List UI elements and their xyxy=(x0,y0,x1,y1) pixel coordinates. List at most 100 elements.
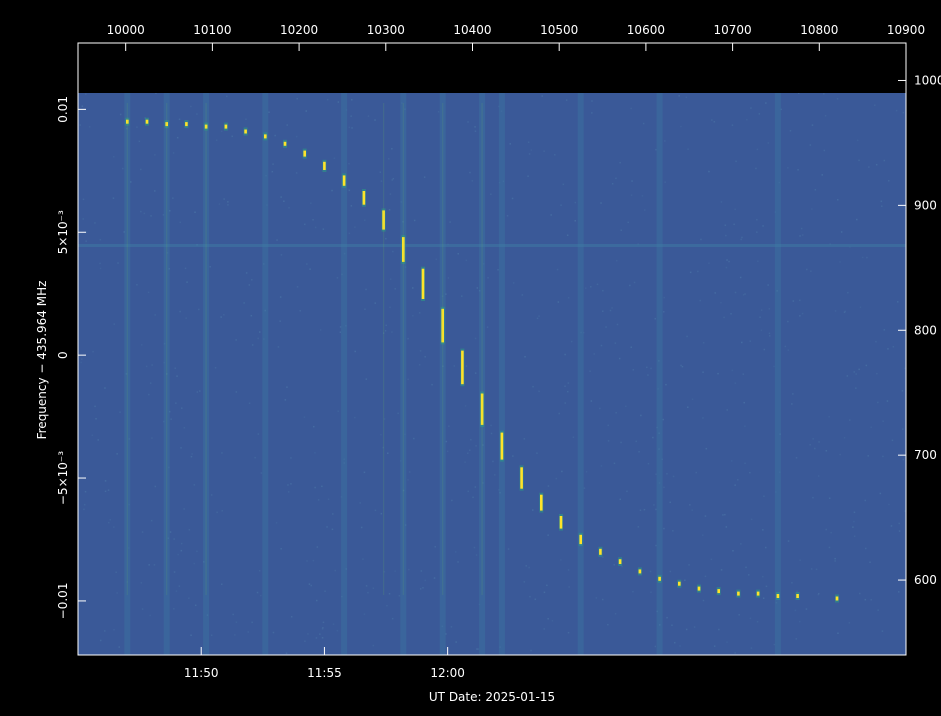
noise-speck xyxy=(348,162,350,165)
noise-speck xyxy=(546,584,548,587)
noise-speck xyxy=(178,585,181,587)
noise-speck xyxy=(536,317,539,320)
noise-speck xyxy=(765,102,767,104)
noise-speck xyxy=(424,356,426,358)
noise-speck xyxy=(389,278,392,280)
y-axis-right: 1000 900 800 700 600 xyxy=(898,73,941,587)
noise-speck xyxy=(457,253,459,255)
noise-speck xyxy=(104,490,107,493)
noise-speck xyxy=(276,239,278,241)
noise-speck xyxy=(250,314,253,317)
noise-speck xyxy=(574,220,576,222)
noise-speck xyxy=(257,433,260,435)
noise-speck xyxy=(179,310,181,313)
noise-speck xyxy=(295,135,298,138)
noise-speck xyxy=(155,92,157,94)
vertical-band xyxy=(203,43,210,655)
noise-speck xyxy=(317,499,320,501)
noise-speck xyxy=(825,528,827,531)
noise-speck xyxy=(391,617,394,620)
noise-speck xyxy=(82,198,85,201)
noise-speck xyxy=(630,107,632,110)
noise-speck xyxy=(663,527,665,530)
noise-speck xyxy=(351,127,353,129)
noise-speck xyxy=(680,125,682,128)
noise-speck xyxy=(821,174,823,176)
noise-speck xyxy=(263,338,265,340)
noise-speck xyxy=(339,326,342,328)
noise-speck xyxy=(413,219,416,222)
noise-speck xyxy=(810,568,813,570)
noise-speck xyxy=(823,93,825,95)
noise-speck xyxy=(107,489,110,491)
noise-speck xyxy=(509,143,511,145)
signal-dash xyxy=(461,350,464,385)
x-axis-bottom: 11:50 11:55 12:00 xyxy=(184,647,465,680)
noise-speck xyxy=(557,301,560,303)
noise-speck xyxy=(365,585,368,587)
noise-speck xyxy=(619,161,621,164)
noise-speck xyxy=(756,231,758,233)
column-streak xyxy=(383,103,385,595)
noise-speck xyxy=(465,365,468,367)
noise-speck xyxy=(256,591,259,594)
noise-speck xyxy=(637,526,640,528)
noise-speck xyxy=(315,637,318,639)
noise-speck xyxy=(693,626,696,628)
signal-dash xyxy=(559,516,563,529)
noise-speck xyxy=(708,170,710,173)
noise-speck xyxy=(363,613,366,615)
noise-speck xyxy=(151,437,153,439)
noise-speck xyxy=(560,559,562,561)
noise-speck xyxy=(433,577,436,579)
noise-speck xyxy=(482,263,485,265)
noise-speck xyxy=(312,219,314,221)
noise-speck xyxy=(82,218,84,220)
noise-speck xyxy=(687,148,689,150)
noise-speck xyxy=(558,412,560,415)
noise-speck xyxy=(898,591,900,593)
noise-speck xyxy=(94,222,96,224)
noise-speck xyxy=(166,252,169,254)
noise-speck xyxy=(760,309,763,311)
noise-speck xyxy=(691,509,693,511)
noise-speck xyxy=(532,385,534,388)
noise-speck xyxy=(85,93,87,95)
noise-speck xyxy=(143,212,146,215)
noise-speck xyxy=(279,320,281,322)
noise-speck xyxy=(902,428,904,430)
noise-speck xyxy=(365,378,368,380)
noise-speck xyxy=(763,495,765,497)
noise-speck xyxy=(234,634,236,636)
noise-speck xyxy=(746,118,748,121)
noise-speck xyxy=(817,593,819,596)
vertical-band xyxy=(341,43,348,655)
noise-speck xyxy=(888,503,890,506)
noise-speck xyxy=(702,371,704,373)
noise-speck xyxy=(541,95,543,97)
noise-speck xyxy=(391,331,393,333)
noise-speck xyxy=(658,432,660,434)
noise-speck xyxy=(762,529,764,531)
noise-speck xyxy=(402,221,404,223)
noise-speck xyxy=(235,391,238,393)
noise-speck xyxy=(741,236,743,239)
noise-speck xyxy=(490,193,492,195)
noise-speck xyxy=(773,365,775,368)
noise-speck xyxy=(768,308,771,310)
noise-speck xyxy=(420,570,423,572)
noise-speck xyxy=(555,477,558,480)
tick-label: 10300 xyxy=(367,23,405,37)
noise-speck xyxy=(856,139,859,142)
noise-speck xyxy=(113,629,115,631)
noise-speck xyxy=(464,461,466,463)
noise-speck xyxy=(502,180,505,183)
noise-speck xyxy=(408,471,411,473)
noise-speck xyxy=(348,189,351,192)
signal-dash xyxy=(264,134,267,139)
noise-speck xyxy=(327,498,330,500)
signal-dash xyxy=(362,191,366,205)
noise-speck xyxy=(354,226,356,228)
noise-speck xyxy=(412,287,414,289)
noise-speck xyxy=(590,400,593,402)
